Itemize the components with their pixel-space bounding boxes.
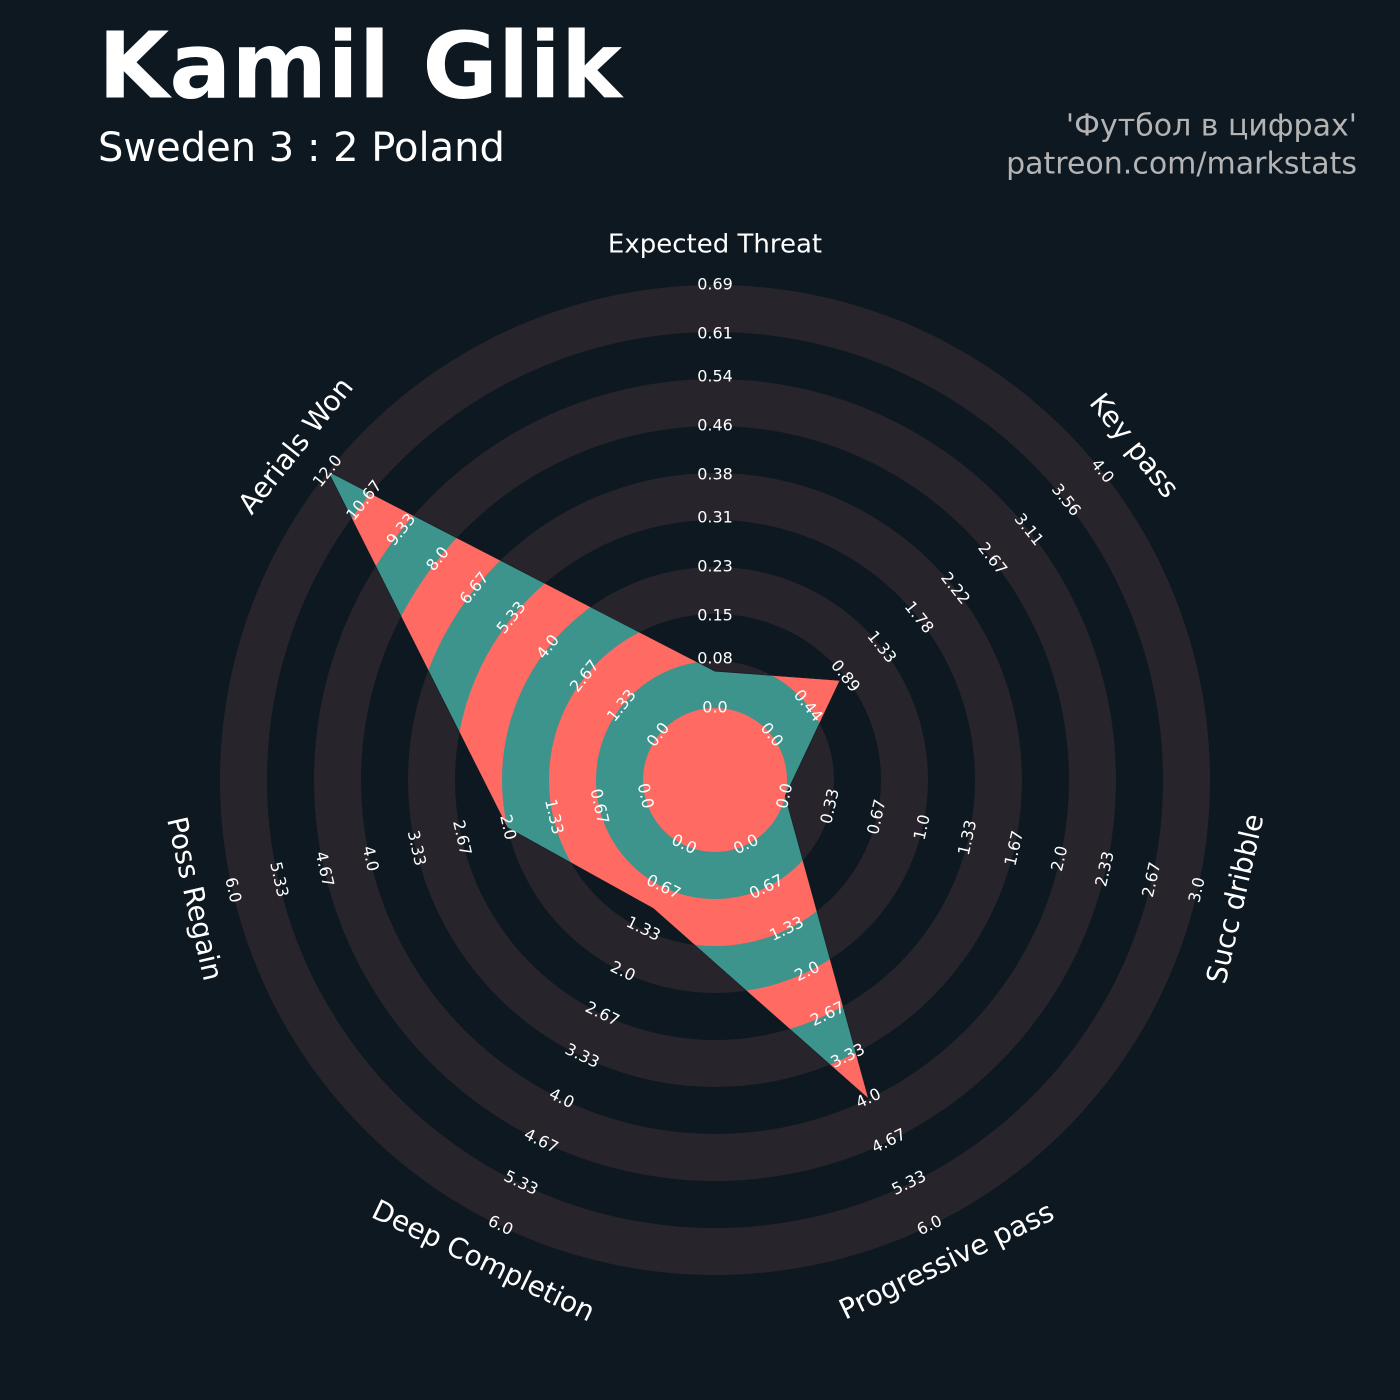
radar-outline: [327, 470, 870, 1100]
tick-label: 0.46: [697, 416, 733, 435]
tick-label: 0.08: [697, 648, 733, 667]
credit: patreon.com/markstats: [1006, 147, 1357, 182]
tick-label: 0.15: [697, 606, 733, 625]
tick-label: 0.38: [697, 465, 733, 484]
tick-label: 0.23: [697, 557, 733, 576]
tick-label: 0.69: [697, 275, 733, 294]
tick-label: 0.54: [697, 366, 733, 385]
band: [650, 715, 780, 845]
axis-label: Expected Threat: [608, 230, 822, 260]
tick-label: 0.31: [697, 507, 733, 526]
chart-title: Kamil Glik: [98, 12, 624, 119]
credit: 'Футбол в цифрах': [1066, 109, 1357, 144]
subtitle: Sweden 3 : 2 Poland: [98, 125, 505, 171]
tick-label: 0.61: [697, 324, 733, 343]
tick-label: 0.0: [702, 698, 727, 717]
